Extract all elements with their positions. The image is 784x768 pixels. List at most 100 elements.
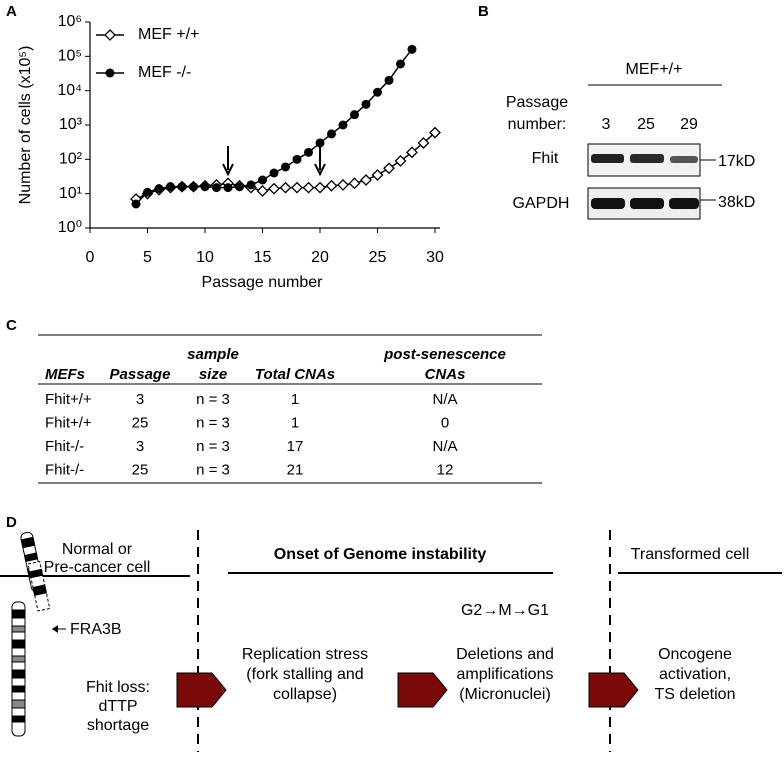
x-tick-label: 10 — [196, 249, 214, 266]
lane-label: 3 — [602, 116, 611, 133]
step-text: Deletions and — [456, 646, 554, 663]
stage-label: Pre-cancer cell — [44, 559, 151, 576]
data-point — [268, 182, 280, 195]
step-text: TS deletion — [655, 686, 736, 703]
data-point — [406, 146, 418, 159]
cause-text: shortage — [87, 717, 149, 734]
data-point — [246, 180, 256, 190]
x-tick-label: 30 — [426, 249, 444, 266]
data-point — [348, 177, 361, 190]
y-tick-label: 10¹ — [59, 185, 82, 202]
table-cell: 12 — [437, 461, 454, 478]
data-point — [361, 99, 371, 109]
data-point — [189, 182, 198, 192]
blot-row-label: Fhit — [532, 150, 559, 167]
pointer-head — [52, 625, 58, 633]
table-cell: 25 — [132, 461, 149, 478]
table-cell: n = 3 — [196, 438, 230, 455]
table-cell: 25 — [132, 414, 149, 431]
data-point — [143, 187, 152, 197]
data-point — [338, 120, 348, 130]
data-point — [177, 182, 187, 192]
stage-label: Onset of Genome instability — [274, 546, 487, 563]
blot-row-label: GAPDH — [513, 195, 570, 212]
legend-marker — [104, 29, 116, 41]
data-point — [384, 75, 394, 85]
data-point — [394, 154, 407, 167]
data-point — [281, 162, 290, 172]
table-cell: Fhit-/- — [45, 438, 84, 455]
panel-label: A — [6, 3, 17, 20]
data-point — [269, 168, 279, 178]
step-text: Oncogene — [658, 646, 732, 663]
cause-text: Fhit loss: — [86, 679, 150, 696]
table-cell: 1 — [291, 391, 299, 408]
y-tick-label: 10⁴ — [57, 82, 82, 99]
process-arrow — [176, 672, 227, 708]
data-point — [223, 183, 233, 193]
y-tick-label: 10² — [59, 151, 83, 168]
process-arrow — [588, 672, 639, 708]
y-tick-label: 10⁵ — [58, 48, 82, 65]
panel-label: B — [478, 3, 489, 20]
blot-title: MEF+/+ — [626, 61, 683, 78]
table-cell: 1 — [291, 414, 299, 431]
table-cell: 17 — [287, 438, 304, 455]
stage-label: Normal or — [62, 541, 133, 558]
y-axis-label: Number of cells (x10⁵) — [17, 46, 34, 205]
arrow-head — [222, 163, 234, 177]
table-cell: N/A — [432, 391, 457, 408]
panel-label: D — [6, 514, 17, 531]
data-point — [396, 59, 405, 69]
data-point — [360, 174, 372, 186]
table-header: post-senescence — [383, 346, 506, 363]
data-point — [279, 181, 292, 194]
locus-label: FRA3B — [70, 621, 122, 638]
data-point — [337, 178, 349, 191]
cycle-text: G2→M→G1 — [461, 602, 549, 619]
table-header: Passage — [110, 366, 171, 383]
data-point — [429, 126, 441, 139]
stage-label: Transformed cell — [631, 546, 750, 563]
table-cell: 3 — [136, 391, 144, 408]
table-cell: n = 3 — [196, 414, 230, 431]
arrow-head — [314, 163, 326, 177]
x-tick-label: 20 — [311, 249, 329, 266]
data-point — [315, 138, 325, 148]
data-point — [327, 129, 336, 139]
table-cell: Fhit-/- — [45, 461, 84, 478]
step-text: (Micronuclei) — [459, 686, 551, 703]
legend-label: MEF -/- — [138, 64, 191, 81]
size-label: 17kD — [718, 153, 755, 170]
y-tick-label: 10⁶ — [58, 13, 82, 30]
data-point — [166, 182, 175, 192]
data-point — [304, 147, 313, 157]
data-point — [325, 179, 338, 192]
blot-image — [587, 143, 701, 220]
data-point — [407, 44, 417, 54]
table-header: Total CNAs — [255, 366, 335, 383]
data-point — [417, 137, 430, 149]
blot-row-header: Passage — [506, 94, 568, 111]
size-label: 38kD — [718, 194, 755, 211]
data-point — [131, 199, 141, 209]
table-cell: 21 — [287, 461, 304, 478]
data-point — [350, 110, 359, 120]
x-tick-label: 0 — [86, 249, 95, 266]
table-header: size — [199, 366, 227, 383]
data-point — [154, 184, 164, 194]
data-point — [302, 181, 315, 194]
data-point — [200, 182, 210, 192]
step-text: activation, — [659, 666, 731, 683]
panel-label: C — [6, 317, 17, 334]
data-point — [212, 183, 221, 193]
table-cell: Fhit+/+ — [45, 391, 92, 408]
y-tick-label: 10⁰ — [58, 219, 82, 236]
chromosome — [11, 531, 51, 737]
step-text: Replication stress — [242, 646, 368, 663]
table-header: MEFs — [45, 366, 85, 383]
data-point — [258, 175, 267, 185]
lane-label: 29 — [680, 116, 698, 133]
table-cell: Fhit+/+ — [45, 414, 92, 431]
